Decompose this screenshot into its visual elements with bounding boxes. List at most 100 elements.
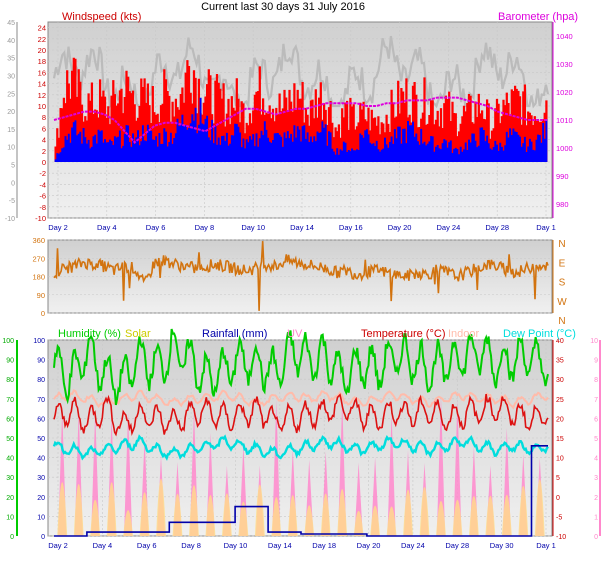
direction-series — [53, 241, 549, 311]
wind-tick-label: 10 — [38, 102, 46, 111]
x-tick-label: Day 28 — [445, 541, 469, 550]
x-tick-label: Day 24 — [401, 541, 425, 550]
barometer-series — [53, 96, 548, 144]
wind-tick-label: -6 — [39, 192, 46, 201]
baro-tick-label: 980 — [556, 200, 569, 209]
uv-tick-label: 1 — [594, 514, 598, 521]
temp-tick-label: 0 — [556, 495, 560, 502]
legend-indoor: Indoor — [448, 328, 480, 340]
rain-tick-label: 30 — [37, 475, 45, 482]
x-tick-label: Day 2 — [48, 223, 68, 232]
baro-tick-label: 1000 — [556, 144, 573, 153]
x-tick-label: Day 30 — [490, 541, 514, 550]
temp-tick-label: 20 — [556, 416, 564, 423]
humidity-tick-label: 50 — [6, 436, 14, 443]
wind-tick-label: 0 — [42, 158, 46, 167]
humidity-tick-label: 80 — [6, 377, 14, 384]
wind-tick-label: 4 — [42, 136, 46, 145]
wind-tick-label: 24 — [38, 24, 46, 33]
humidity-tick-label: 20 — [6, 495, 14, 502]
compass-label: S — [559, 278, 566, 289]
humidity-tick-label: 70 — [6, 397, 14, 404]
outer-tick-label: 15 — [7, 127, 15, 134]
humidity-tick-label: 100 — [2, 338, 14, 345]
temp-tick-label: 40 — [556, 338, 564, 345]
windspeed-axis-label: Windspeed (kts) — [62, 11, 141, 23]
x-tick-label: Day 14 — [268, 541, 292, 550]
uv-tick-label: 4 — [594, 456, 598, 463]
wind-tick-label: 12 — [38, 91, 46, 100]
wind-tick-label: 6 — [42, 124, 46, 133]
direction-tick-label: 90 — [37, 291, 45, 300]
x-tick-label: Day 10 — [224, 541, 248, 550]
x-tick-label: Day 18 — [312, 541, 336, 550]
rain-tick-label: 60 — [37, 416, 45, 423]
x-tick-label: Day 20 — [357, 541, 381, 550]
outer-tick-label: -5 — [9, 198, 15, 205]
x-tick-label: Day 8 — [195, 223, 215, 232]
wind-tick-label: 22 — [38, 35, 46, 44]
rain-tick-label: 10 — [37, 514, 45, 521]
x-tick-label: Day 1 — [536, 541, 556, 550]
direction-tick-label: 180 — [32, 273, 45, 282]
temp-tick-label: 15 — [556, 436, 564, 443]
rain-tick-label: 40 — [37, 456, 45, 463]
wind-tick-label: -4 — [39, 180, 46, 189]
x-tick-label: Day 4 — [93, 541, 113, 550]
outer-tick-label: 30 — [7, 73, 15, 80]
legend-humidity: Humidity (%) — [58, 328, 121, 340]
humidity-tick-label: 90 — [6, 358, 14, 365]
temp-tick-label: 30 — [556, 377, 564, 384]
rain-tick-label: 100 — [33, 338, 45, 345]
outer-tick-label: 0 — [11, 180, 15, 187]
humidity-tick-label: 30 — [6, 475, 14, 482]
humidity-tick-label: 40 — [6, 456, 14, 463]
rainfall-series — [54, 445, 548, 537]
baro-tick-label: 1040 — [556, 32, 573, 41]
uv-tick-label: 6 — [594, 416, 598, 423]
direction-tick-label: 360 — [32, 236, 45, 245]
x-tick-label: Day 1 — [536, 223, 556, 232]
outer-tick-label: 40 — [7, 38, 15, 45]
x-tick-label: Day 20 — [388, 223, 412, 232]
rain-tick-label: 90 — [37, 358, 45, 365]
wind-tick-label: 14 — [38, 80, 46, 89]
compass-label: N — [558, 316, 565, 327]
humidity-tick-label: 0 — [10, 534, 14, 541]
wind-tick-label: 20 — [38, 46, 46, 55]
humidity-tick-label: 10 — [6, 514, 14, 521]
compass-label: N — [558, 239, 565, 250]
outer-tick-label: 35 — [7, 56, 15, 63]
baro-tick-label: 1030 — [556, 60, 573, 69]
rain-tick-label: 80 — [37, 377, 45, 384]
x-tick-label: Day 16 — [339, 223, 363, 232]
uv-tick-label: 0 — [594, 534, 598, 541]
temp-tick-label: 25 — [556, 397, 564, 404]
x-tick-label: Day 14 — [290, 223, 314, 232]
uv-tick-label: 5 — [594, 436, 598, 443]
outer-tick-label: 45 — [7, 20, 15, 27]
wind-tick-label: 2 — [42, 147, 46, 156]
x-tick-label: Day 6 — [146, 223, 166, 232]
x-tick-label: Day 4 — [97, 223, 117, 232]
gust-series — [54, 57, 548, 162]
outer-tick-label: 10 — [7, 145, 15, 152]
wind-tick-label: -8 — [39, 203, 46, 212]
dewpoint-series — [52, 434, 549, 461]
x-tick-label: Day 28 — [485, 223, 509, 232]
wind-tick-label: 16 — [38, 68, 46, 77]
outer-tick-label: -10 — [5, 216, 15, 223]
average-wind-series — [54, 97, 548, 162]
rain-tick-label: 20 — [37, 495, 45, 502]
legend-uv: UV — [287, 328, 303, 340]
outer-tick-label: 5 — [11, 163, 15, 170]
humidity-tick-label: 60 — [6, 416, 14, 423]
temperature-series — [53, 393, 549, 437]
legend-solar: Solar — [125, 328, 151, 340]
baro-ghost-line — [52, 35, 550, 110]
uv-tick-label: 9 — [594, 358, 598, 365]
x-tick-label: Day 10 — [241, 223, 265, 232]
legend-rainfall: Rainfall (mm) — [202, 328, 267, 340]
uv-tick-label: 7 — [594, 397, 598, 404]
barometer-axis-label: Barometer (hpa) — [498, 11, 578, 23]
